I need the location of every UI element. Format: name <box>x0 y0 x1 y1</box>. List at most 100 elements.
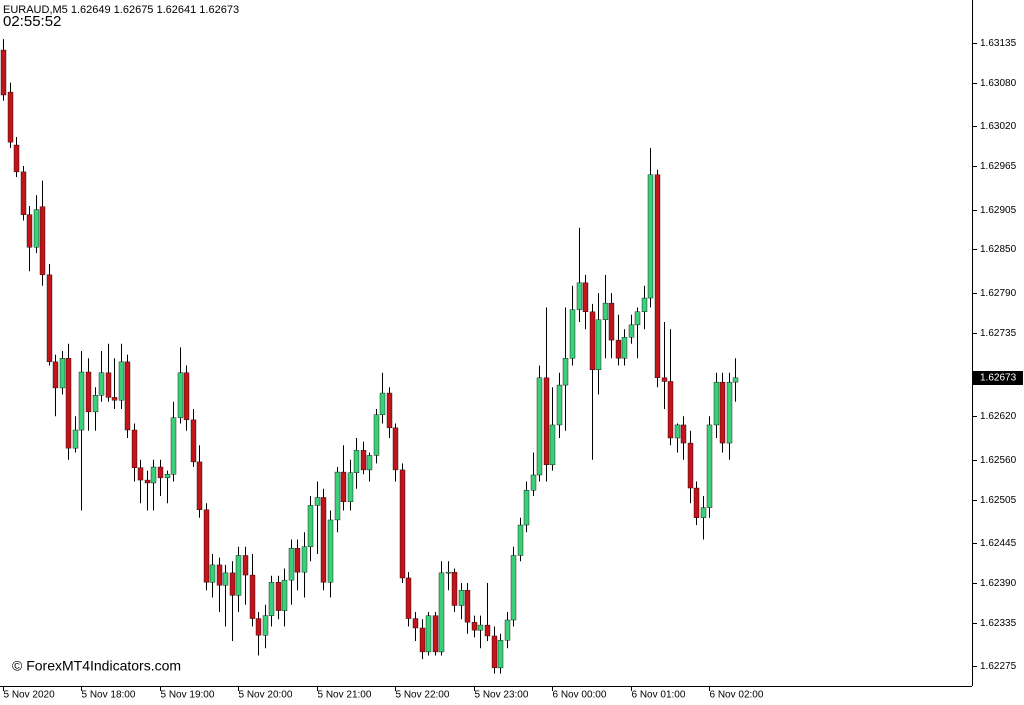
candle-body <box>360 450 367 471</box>
y-tick-label: 1.62620 <box>980 411 1017 422</box>
candle-body <box>170 417 177 475</box>
candle-body <box>150 466 157 484</box>
candle-body <box>327 519 334 583</box>
y-tick-label: 1.63020 <box>980 121 1017 132</box>
candle-body <box>497 640 504 669</box>
x-tick-label: 6 Nov 01:00 <box>632 690 686 701</box>
x-tick-label: 5 Nov 20:00 <box>239 690 293 701</box>
candle-body <box>7 91 14 143</box>
candle-body <box>85 371 92 413</box>
candle-body <box>477 624 484 631</box>
y-tick-label: 1.62560 <box>980 455 1017 466</box>
symbol-header: EURAUD,M5 1.62649 1.62675 1.62641 1.6267… <box>3 4 239 16</box>
candle-body <box>275 582 282 611</box>
candle-body <box>445 571 452 574</box>
candle-body <box>621 336 628 359</box>
candle-body <box>131 429 138 468</box>
candle-body <box>65 358 72 449</box>
candle-body <box>608 302 615 341</box>
candle-body <box>589 311 596 371</box>
candle-body <box>628 324 635 338</box>
candle-body <box>464 590 471 623</box>
y-tick-label: 1.62790 <box>980 288 1017 299</box>
candle-body <box>726 381 733 444</box>
x-tick-label: 6 Nov 00:00 <box>553 690 607 701</box>
candle-body <box>412 618 419 629</box>
candle-body <box>680 424 687 444</box>
candle-body <box>517 524 524 556</box>
candle-body <box>732 377 739 383</box>
candle-body <box>549 424 556 466</box>
candle-body <box>674 424 681 439</box>
candle-body <box>693 487 700 518</box>
candle-body <box>196 461 203 510</box>
candle-body <box>700 507 707 518</box>
y-tick-label: 1.63135 <box>980 38 1017 49</box>
candle-body <box>386 392 393 429</box>
candle-body <box>268 582 275 616</box>
y-tick-label: 1.63080 <box>980 78 1017 89</box>
candle-body <box>647 174 654 299</box>
candle-body <box>255 618 262 636</box>
candle-body <box>105 372 112 398</box>
candle-body <box>634 311 641 326</box>
candle-body <box>26 214 33 248</box>
candle-body <box>504 619 511 641</box>
candle-body <box>164 474 171 479</box>
candle-body <box>59 358 66 389</box>
y-tick-label: 1.62505 <box>980 495 1017 506</box>
candle-body <box>543 377 550 466</box>
candle-body <box>0 49 7 96</box>
candle-body <box>249 574 256 619</box>
x-tick-label: 6 Nov 02:00 <box>710 690 764 701</box>
candle-body <box>615 339 622 359</box>
candle-body <box>582 282 589 313</box>
x-tick-label: 5 Nov 21:00 <box>318 690 372 701</box>
candle-body <box>203 509 210 583</box>
candle-body <box>510 555 517 621</box>
candle-body <box>72 429 79 449</box>
candle-body <box>523 490 530 526</box>
y-tick-label: 1.62905 <box>980 205 1017 216</box>
candle-body <box>288 548 295 581</box>
candle-body <box>209 564 216 583</box>
candle-body <box>347 472 354 503</box>
candle-body <box>340 471 347 503</box>
candle-body <box>451 571 458 606</box>
candle-body <box>392 427 399 471</box>
y-tick-label: 1.62850 <box>980 244 1017 255</box>
candle-body <box>301 546 308 573</box>
x-tick-label: 5 Nov 23:00 <box>475 690 529 701</box>
candle-body <box>216 564 223 586</box>
candle-body <box>183 372 190 421</box>
candle-body <box>20 171 27 215</box>
candle-body <box>576 282 583 310</box>
candle-body <box>52 361 59 389</box>
x-tick-label: 5 Nov 18:00 <box>82 690 136 701</box>
candle-body <box>39 206 46 276</box>
y-tick-label: 1.62965 <box>980 161 1017 172</box>
watermark: © ForexMT4Indicators.com <box>12 658 181 674</box>
candle-body <box>379 392 386 415</box>
candle-body <box>98 372 105 396</box>
candle-body <box>78 371 85 431</box>
x-tick-label: 5 Nov 19:00 <box>161 690 215 701</box>
candle-body <box>399 469 406 579</box>
candle-body <box>484 624 491 637</box>
candle-body <box>144 479 151 484</box>
candle-body <box>124 361 131 431</box>
candle-body <box>314 497 321 506</box>
candle-body <box>242 555 249 576</box>
candle-body <box>569 309 576 359</box>
candle-body <box>281 579 288 611</box>
candle-body <box>562 358 569 386</box>
candle-body <box>320 497 327 583</box>
candle-timer: 02:55:52 <box>3 13 61 30</box>
candle-body <box>307 505 314 547</box>
candle-body <box>111 397 118 401</box>
candle-body <box>405 577 412 619</box>
candle-body <box>92 395 99 413</box>
candle-body <box>687 442 694 489</box>
candle-body <box>432 615 439 653</box>
candle-body <box>373 414 380 456</box>
